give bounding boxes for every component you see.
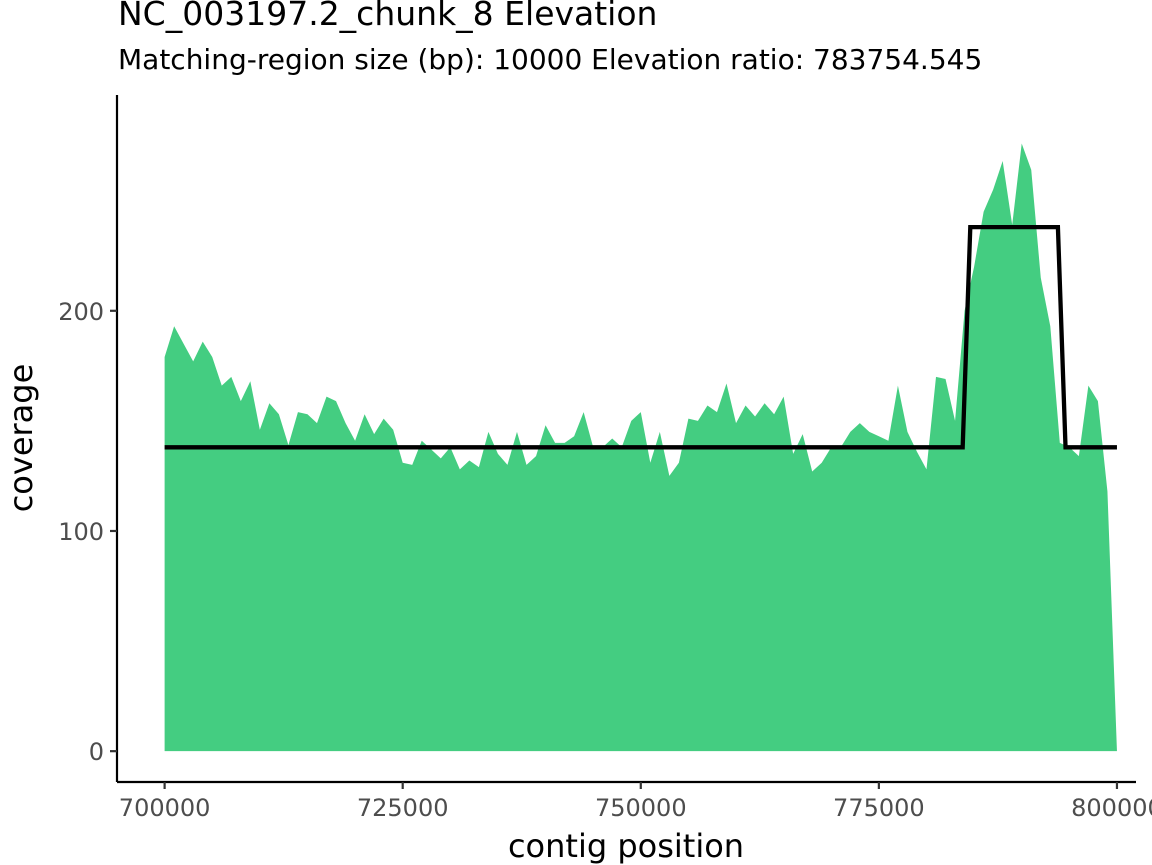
y-tick-label: 100 bbox=[58, 518, 104, 546]
y-axis-title: coverage bbox=[2, 364, 40, 513]
x-axis-title: contig position bbox=[508, 827, 744, 865]
chart-title: NC_003197.2_chunk_8 Elevation bbox=[118, 0, 658, 33]
x-tick-label: 725000 bbox=[357, 794, 449, 822]
x-tick-label: 750000 bbox=[595, 794, 687, 822]
chart-subtitle: Matching-region size (bp): 10000 Elevati… bbox=[118, 43, 983, 76]
plot-area bbox=[164, 143, 1117, 752]
x-tick-label: 700000 bbox=[119, 794, 211, 822]
y-tick-label: 200 bbox=[58, 298, 104, 326]
x-tick-label: 775000 bbox=[833, 794, 925, 822]
y-axis-ticks: 0 100 200 bbox=[58, 298, 117, 766]
y-tick-label: 0 bbox=[89, 738, 104, 766]
elevation-line bbox=[164, 224, 1117, 450]
